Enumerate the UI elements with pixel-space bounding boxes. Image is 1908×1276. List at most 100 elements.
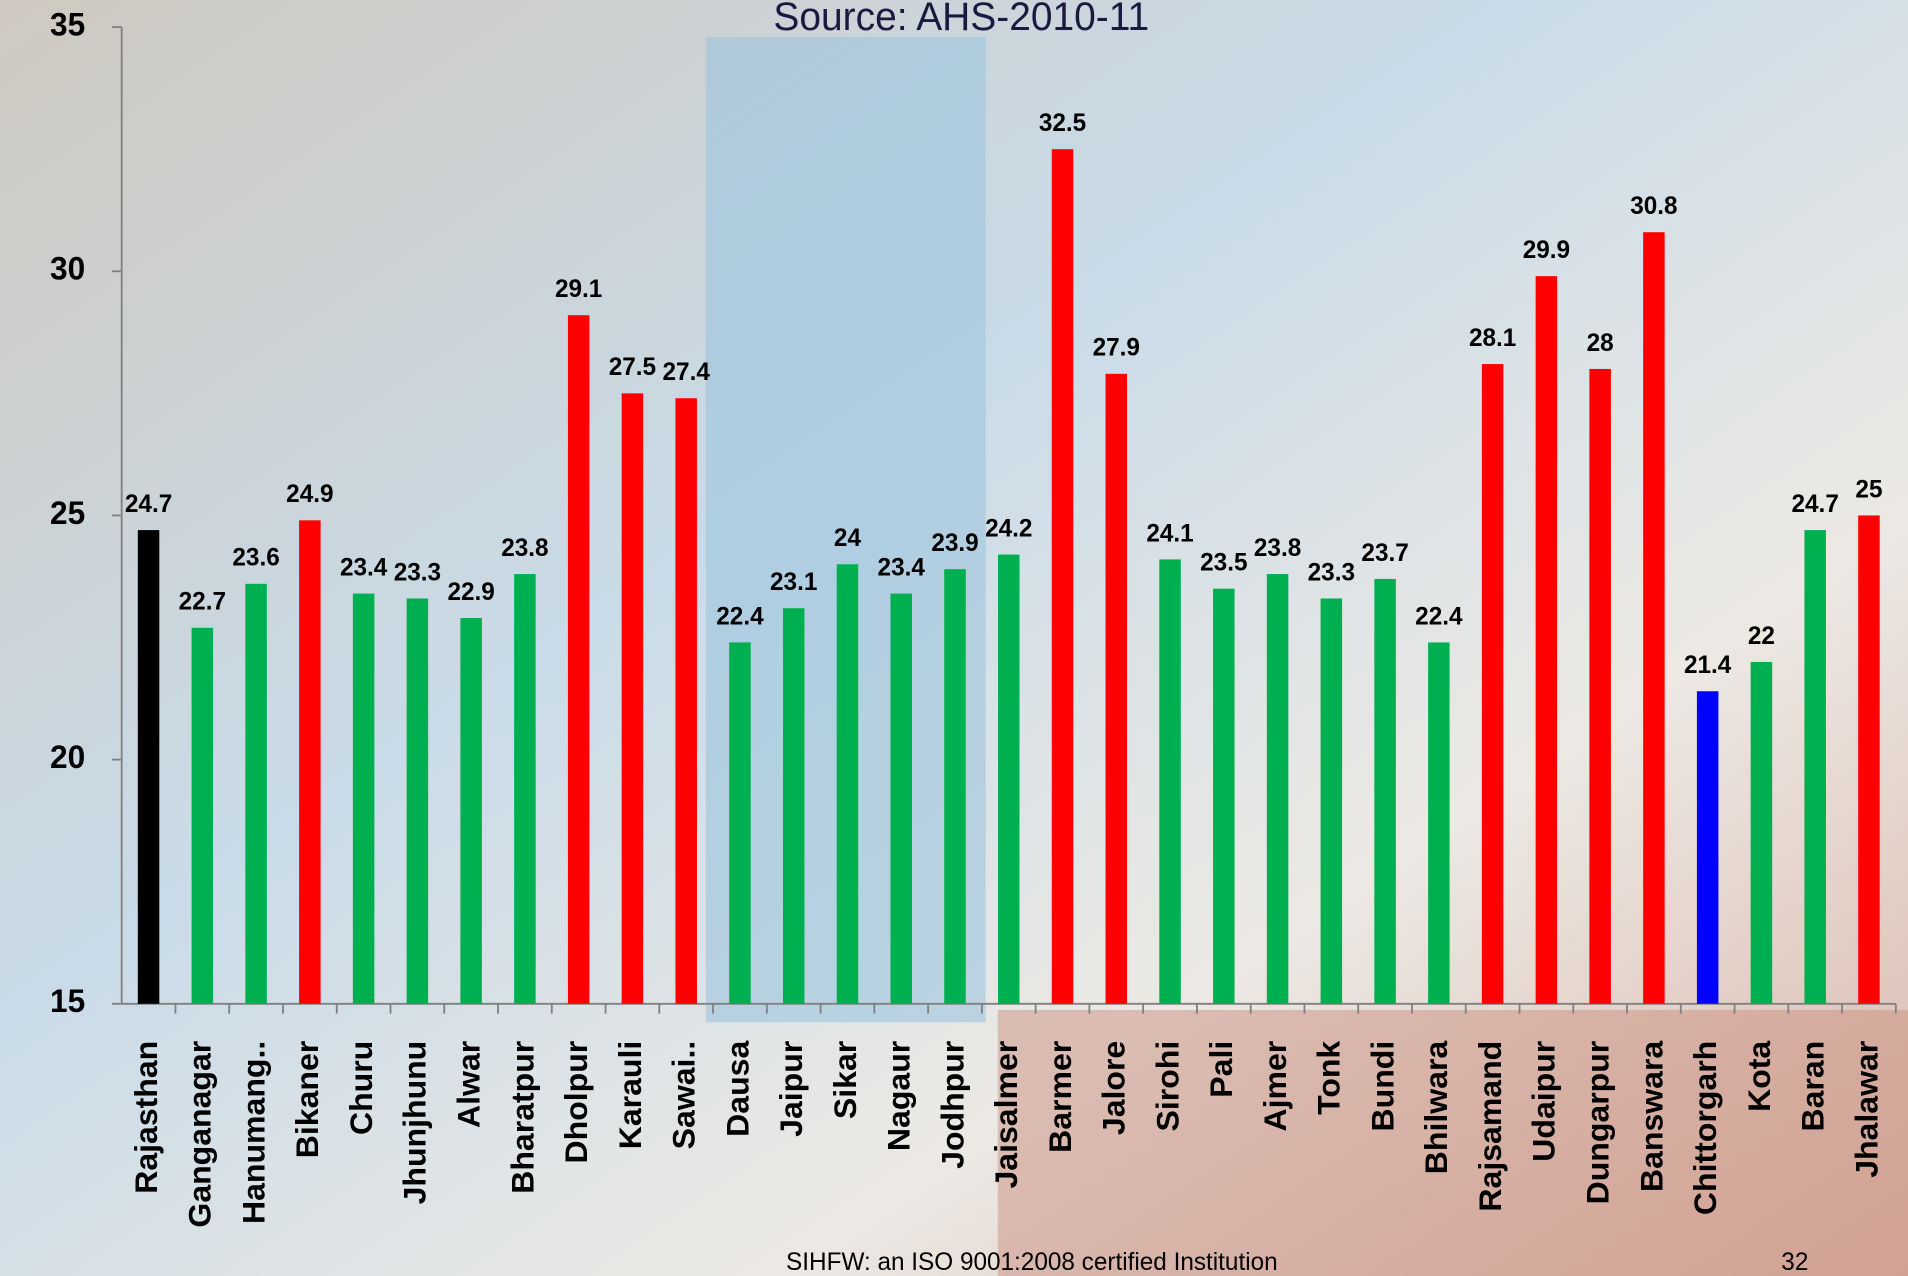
value-label: 24 (834, 525, 861, 552)
value-label: 29.1 (555, 276, 602, 303)
value-label: 23.7 (1361, 540, 1408, 567)
value-label: 23.6 (232, 545, 279, 572)
value-label: 22.4 (716, 603, 764, 630)
x-tick-label: Sawai.. (666, 1041, 702, 1150)
x-tick-label: Jhalawar (1848, 1041, 1884, 1178)
x-tick-label: Barmer (1042, 1041, 1078, 1153)
x-tick-label: Pali (1203, 1041, 1239, 1098)
bar (1643, 232, 1665, 1004)
bar (299, 520, 321, 1004)
x-tick-label: Ganganagar (182, 1041, 218, 1228)
x-tick-label: Alwar (451, 1041, 487, 1128)
bar (137, 530, 160, 1004)
x-tick-label: Jalore (1096, 1041, 1132, 1135)
value-label: 21.4 (1684, 652, 1732, 679)
bar (406, 598, 429, 1004)
value-label: 30.8 (1630, 193, 1677, 220)
value-label: 28 (1587, 330, 1614, 357)
x-tick-label: Jodhpur (935, 1041, 971, 1169)
bar (1481, 364, 1504, 1004)
value-label: 23.8 (1254, 535, 1301, 562)
x-tick-label: Udaipur (1526, 1041, 1562, 1162)
x-tick-label: Banswara (1633, 1040, 1669, 1192)
x-tick-label: Bundi (1365, 1041, 1401, 1132)
value-label: 27.9 (1093, 335, 1140, 362)
bar (245, 583, 267, 1004)
y-tick-label: 30 (50, 251, 85, 287)
bar (1266, 574, 1289, 1004)
value-label: 32.5 (1039, 110, 1086, 137)
bar (621, 393, 644, 1004)
bar (567, 315, 590, 1004)
bar (1320, 598, 1343, 1004)
value-label: 24.2 (985, 515, 1032, 542)
bar (890, 593, 912, 1004)
value-label: 27.5 (609, 354, 656, 381)
footer-text: SIHFW: an ISO 9001:2008 certified Instit… (786, 1249, 1278, 1276)
x-tick-label: Dungarpur (1580, 1041, 1616, 1205)
value-label: 23.4 (878, 554, 926, 581)
x-tick-label: Jaipur (773, 1041, 809, 1137)
y-tick-label: 15 (50, 983, 85, 1019)
value-label: 23.3 (1308, 559, 1355, 586)
bar (1105, 373, 1128, 1004)
x-tick-label: Tonk (1311, 1040, 1347, 1114)
bar (1696, 691, 1719, 1004)
x-tick-label: Nagaur (881, 1041, 917, 1151)
x-tick-label: Sikar (827, 1041, 863, 1119)
x-tick-label: Sirohi (1150, 1041, 1186, 1132)
bar (1858, 515, 1880, 1004)
value-label: 23.1 (770, 569, 817, 596)
x-tick-label: Jaisalmer (988, 1041, 1024, 1189)
bar (998, 554, 1020, 1004)
bar (1804, 530, 1826, 1004)
value-label: 24.9 (286, 481, 333, 508)
value-label: 22.7 (179, 589, 226, 616)
value-label: 28.1 (1469, 325, 1516, 352)
y-tick-label: 20 (50, 739, 85, 775)
x-tick-label: Rajsamand (1472, 1041, 1508, 1212)
bar (514, 574, 536, 1004)
x-tick-label: Baran (1795, 1041, 1831, 1132)
value-label: 25 (1855, 476, 1882, 503)
bar (1535, 276, 1558, 1004)
chart-title: Source: AHS-2010-11 (773, 0, 1149, 39)
bar (1589, 368, 1611, 1004)
bar (1159, 559, 1181, 1004)
x-tick-label: Hanumang.. (236, 1041, 272, 1224)
bar (1213, 588, 1235, 1004)
x-tick-label: Ajmer (1257, 1041, 1293, 1132)
value-label: 22 (1748, 623, 1775, 650)
bar (191, 627, 214, 1004)
value-label: 24.1 (1146, 520, 1193, 547)
value-label: 22.9 (447, 579, 494, 606)
value-label: 22.4 (1415, 603, 1463, 630)
bar (1051, 149, 1074, 1004)
page-number: 32 (1781, 1249, 1808, 1276)
x-tick-label: Dholpur (558, 1041, 594, 1164)
x-tick-label: Churu (343, 1041, 379, 1135)
value-label: 24.7 (1792, 491, 1839, 518)
bar (460, 618, 482, 1004)
value-label: 23.5 (1200, 549, 1247, 576)
bar (836, 564, 859, 1004)
x-tick-label: Karauli (612, 1041, 648, 1150)
bar (729, 642, 751, 1004)
value-label: 24.7 (125, 491, 172, 518)
x-tick-label: Bhilwara (1418, 1040, 1454, 1174)
background-steps (997, 1009, 1908, 1276)
value-label: 23.9 (931, 530, 978, 557)
x-tick-label: Bikaner (289, 1041, 325, 1158)
value-label: 23.8 (501, 535, 548, 562)
x-tick-label: Kota (1741, 1040, 1777, 1111)
x-tick-label: Chittorgarh (1687, 1041, 1723, 1215)
bar (1750, 661, 1773, 1004)
x-tick-label: Rajasthan (128, 1041, 164, 1194)
bar (782, 608, 805, 1004)
value-label: 23.3 (394, 559, 441, 586)
y-tick-label: 25 (50, 495, 85, 531)
x-tick-label: Bharatpur (504, 1041, 540, 1194)
bar (1374, 578, 1396, 1004)
